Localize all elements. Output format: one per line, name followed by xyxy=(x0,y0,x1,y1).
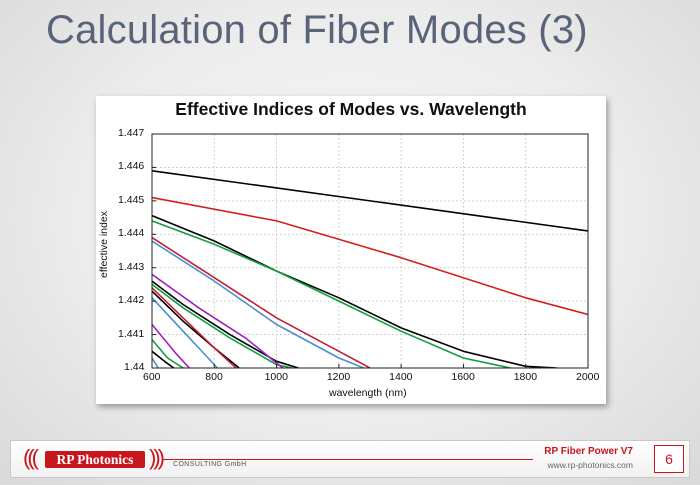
x-tick-label: 2000 xyxy=(576,371,600,383)
series-line-7 xyxy=(152,280,299,368)
x-tick-label: 600 xyxy=(143,371,161,383)
footer-divider xyxy=(163,459,533,460)
logo-bracket-left-icon: ((( xyxy=(23,445,39,470)
y-tick-label: 1.447 xyxy=(118,127,145,139)
series-line-15 xyxy=(152,350,175,368)
logo-bracket-right-icon: ))) xyxy=(149,445,165,470)
series-line-3 xyxy=(152,214,557,368)
x-tick-label: 800 xyxy=(205,371,223,383)
series-line-8 xyxy=(152,283,293,368)
x-tick-label: 1800 xyxy=(513,371,538,383)
page-number: 6 xyxy=(654,445,684,473)
company-subtitle: CONSULTING GmbH xyxy=(173,461,247,468)
chart-title: Effective Indices of Modes vs. Wavelengt… xyxy=(175,99,527,119)
footer-bar: ((( RP Photonics ))) CONSULTING GmbH RP … xyxy=(10,440,690,478)
plot-frame xyxy=(151,133,589,369)
x-tick-label: 1200 xyxy=(326,371,351,383)
series-line-11 xyxy=(152,287,237,368)
series-line-6 xyxy=(152,240,365,368)
y-axis-label: effective index xyxy=(98,211,110,278)
x-tick-label: 1400 xyxy=(389,371,413,383)
series-line-2 xyxy=(152,196,588,316)
series-line-14 xyxy=(152,339,184,368)
x-tick-label: 1000 xyxy=(264,371,288,383)
series-line-1 xyxy=(152,170,588,232)
y-tick-label: 1.444 xyxy=(118,227,145,240)
y-tick-label: 1.445 xyxy=(118,193,145,206)
company-logo: RP Photonics xyxy=(45,451,145,468)
product-name: RP Fiber Power V7 xyxy=(544,446,633,457)
logo-text: RP Photonics xyxy=(56,452,134,467)
line-chart xyxy=(151,133,589,369)
y-tick-label: 1.44 xyxy=(124,361,145,373)
series-line-9 xyxy=(152,273,284,368)
series-line-10 xyxy=(152,290,240,368)
chart-figure: Effective Indices of Modes vs. Wavelengt… xyxy=(96,96,606,404)
series-line-5 xyxy=(152,236,371,368)
series-line-12 xyxy=(152,297,218,368)
series-line-16 xyxy=(152,357,159,368)
x-axis-label: wavelength (nm) xyxy=(329,387,407,399)
x-tick-label: 1600 xyxy=(451,371,475,383)
y-tick-label: 1.446 xyxy=(118,160,145,173)
series-line-4 xyxy=(152,220,515,368)
y-tick-label: 1.443 xyxy=(118,260,145,273)
website-link[interactable]: www.rp-photonics.com xyxy=(547,460,633,470)
y-tick-label: 1.441 xyxy=(118,327,145,340)
slide-title: Calculation of Fiber Modes (3) xyxy=(46,8,588,52)
series-line-13 xyxy=(152,323,190,368)
y-tick-label: 1.442 xyxy=(118,294,145,307)
